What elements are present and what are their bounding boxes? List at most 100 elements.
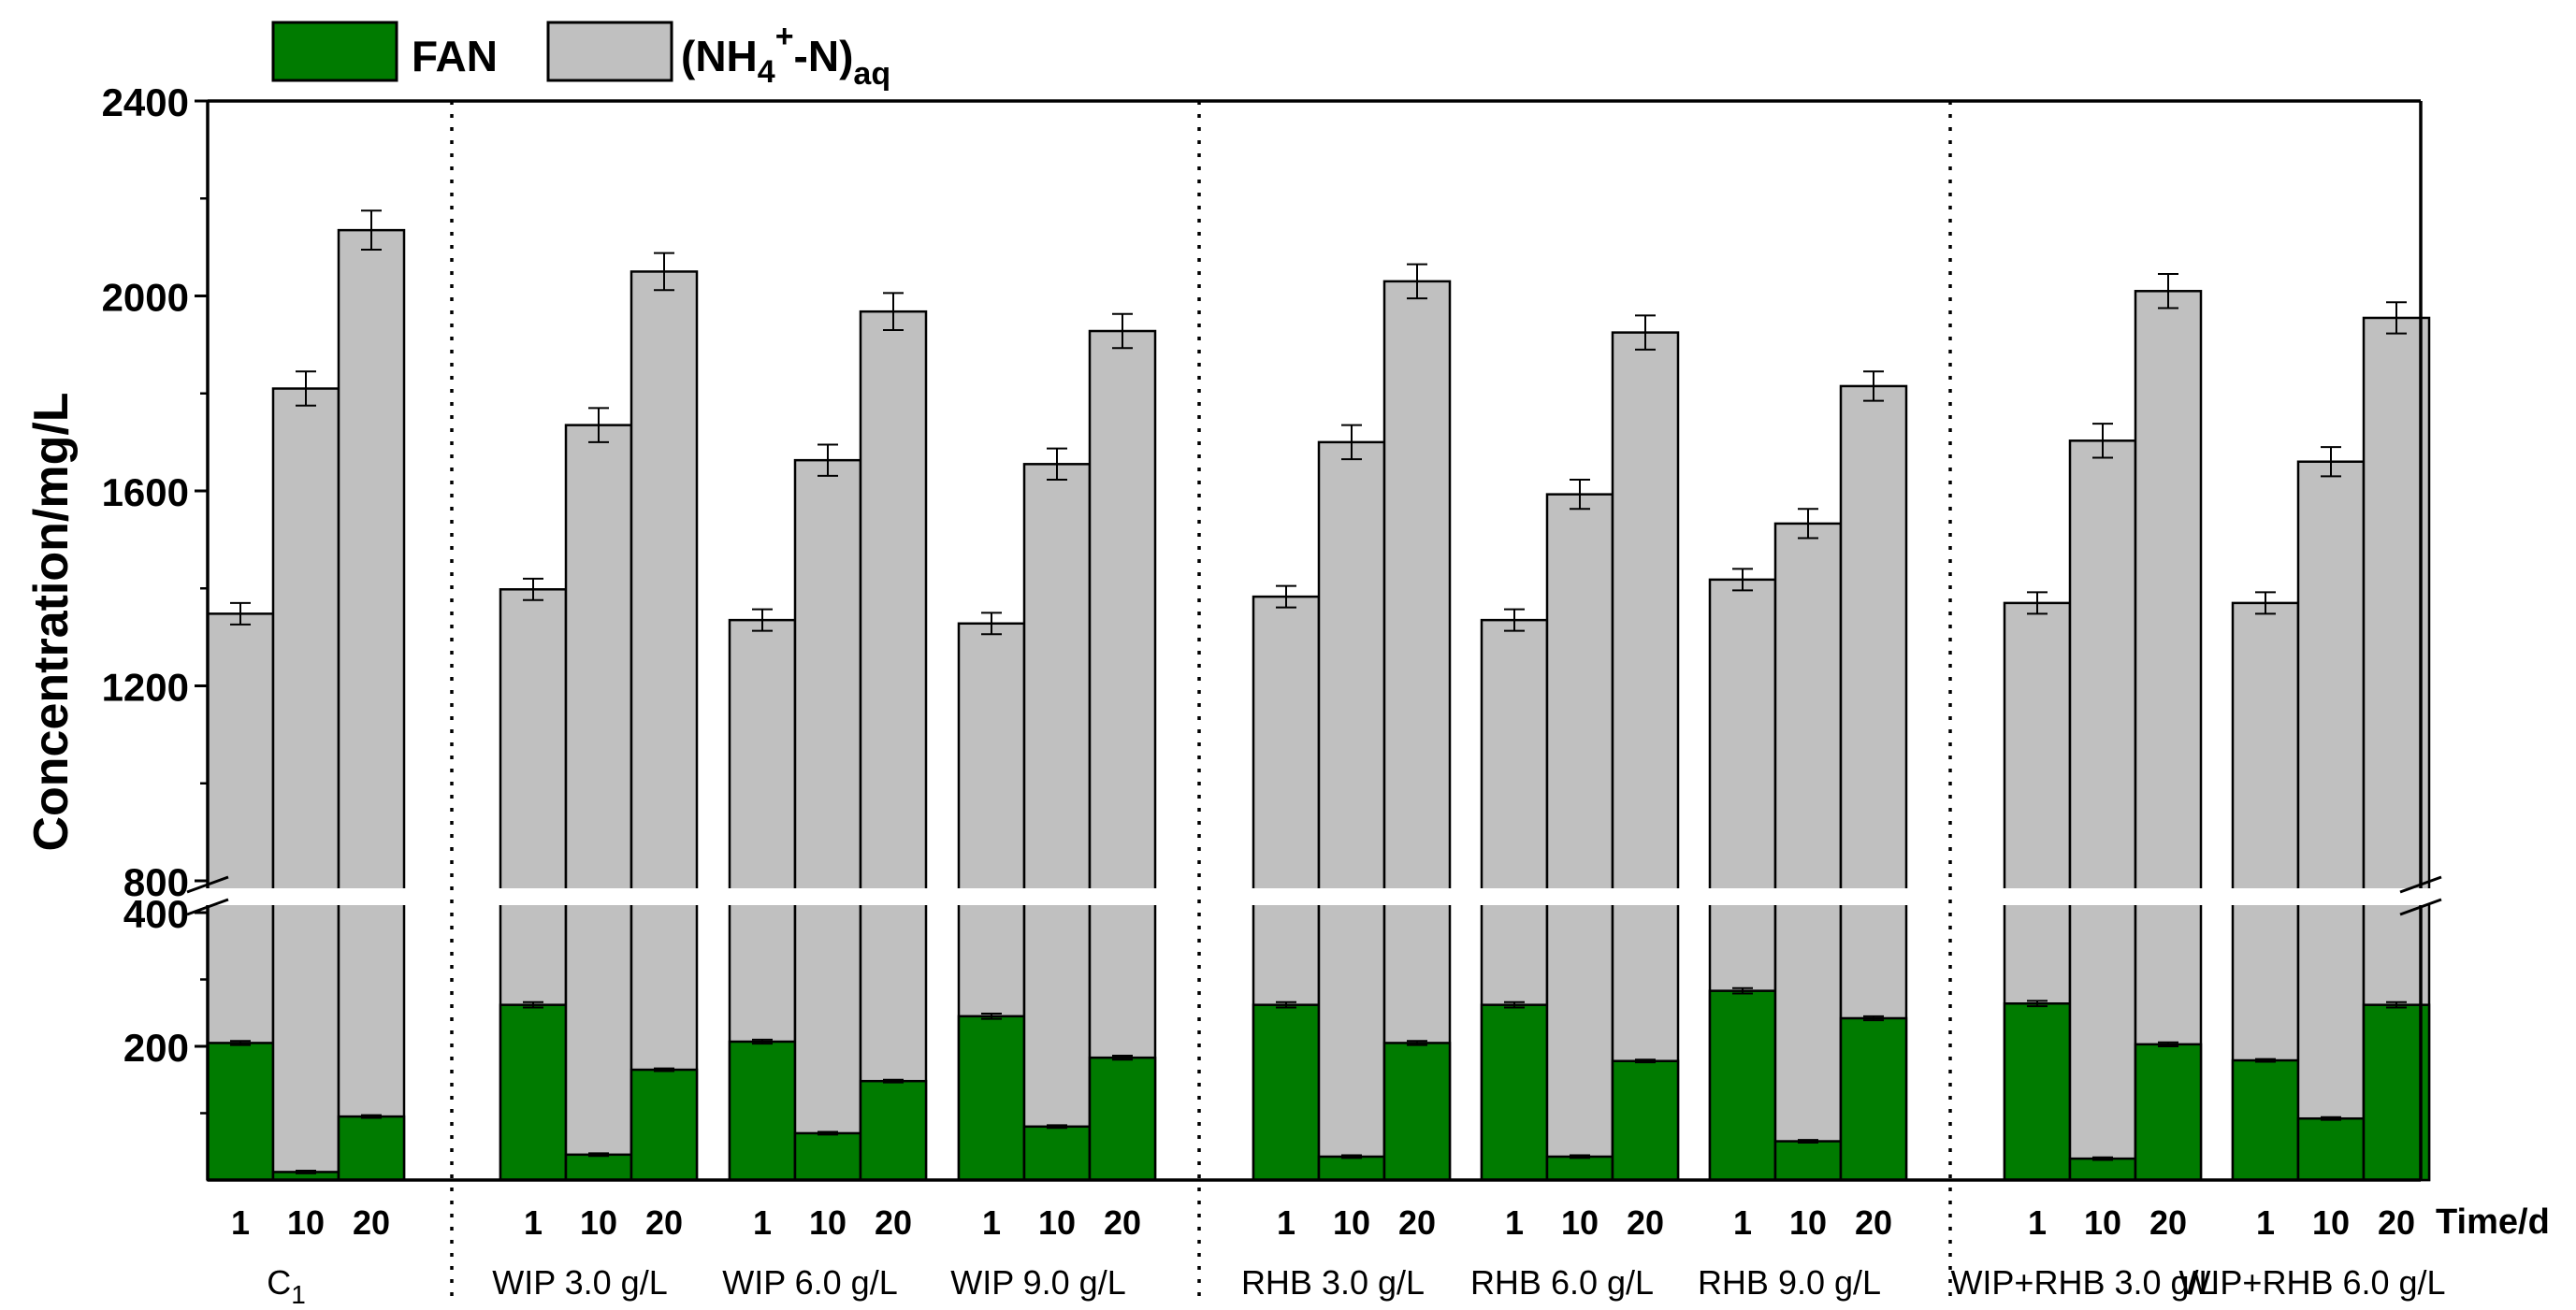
bar-total-4-2 xyxy=(1382,280,1452,1182)
y-tick-label-upper-0: 2400 xyxy=(102,80,189,124)
bar-fan-6-1 xyxy=(1773,1140,1843,1182)
bar-fan-8-1 xyxy=(2296,1116,2366,1182)
bar-fan-0-0 xyxy=(206,1042,275,1182)
time-label-0-2: 20 xyxy=(353,1203,390,1242)
bar-total-7-2 xyxy=(2134,290,2203,1182)
y-axis-title: Concentration/mg/L xyxy=(24,392,79,851)
bars-layer xyxy=(206,209,2431,1182)
legend-label-fan: FAN xyxy=(412,32,498,80)
bar-total-0-2 xyxy=(337,228,406,1182)
x-axis-title: Time/d xyxy=(2436,1202,2550,1242)
y-tick-label-upper-2: 1600 xyxy=(102,470,189,514)
bar-fan-7-1 xyxy=(2068,1157,2137,1182)
time-label-6-0: 1 xyxy=(1733,1203,1752,1242)
bar-fan-7-0 xyxy=(2003,1001,2072,1182)
bar-fan-5-0 xyxy=(1480,1003,1549,1182)
bar-total-8-1 xyxy=(2296,460,2366,1182)
group-label-main-0: C xyxy=(267,1263,291,1302)
bar-fan-4-1 xyxy=(1317,1155,1386,1182)
group-label-8: WIP+RHB 6.0 g/L xyxy=(2178,1263,2445,1302)
bar-total-5-2 xyxy=(1611,331,1680,1182)
bar-total-2-1 xyxy=(793,458,862,1182)
bar-fan-3-1 xyxy=(1022,1125,1092,1182)
bar-fan-3-2 xyxy=(1088,1056,1157,1182)
time-label-0-0: 1 xyxy=(231,1203,250,1242)
group-label-3: WIP 9.0 g/L xyxy=(950,1263,1125,1302)
bar-total-1-1 xyxy=(564,424,633,1182)
time-label-8-0: 1 xyxy=(2256,1203,2275,1242)
bar-fan-2-2 xyxy=(859,1079,928,1182)
time-label-8-1: 10 xyxy=(2312,1203,2350,1242)
group-label-0: C1 xyxy=(267,1263,306,1309)
time-label-5-0: 1 xyxy=(1505,1203,1524,1242)
bar-fan-2-0 xyxy=(728,1040,797,1182)
bar-total-7-1 xyxy=(2068,439,2137,1182)
axis-break-gap xyxy=(196,888,2432,905)
time-label-4-0: 1 xyxy=(1277,1203,1295,1242)
y-tick-label-upper-1: 2000 xyxy=(102,276,189,320)
time-label-4-2: 20 xyxy=(1398,1203,1436,1242)
bar-fan-1-1 xyxy=(564,1153,633,1182)
legend-label-ammonium: (NH4+-N)aq xyxy=(681,19,890,92)
time-label-0-1: 10 xyxy=(287,1203,325,1242)
break-mark-bottom-0 xyxy=(186,898,229,916)
bar-fan-7-2 xyxy=(2134,1043,2203,1182)
bar-fan-8-2 xyxy=(2362,1003,2431,1182)
bar-fan-5-2 xyxy=(1611,1059,1680,1182)
group-label-4: RHB 3.0 g/L xyxy=(1241,1263,1425,1302)
group-label-1: WIP 3.0 g/L xyxy=(492,1263,667,1302)
legend: FAN (NH4+-N)aq xyxy=(271,19,890,92)
bar-fan-6-2 xyxy=(1839,1016,1908,1182)
break-mark-top-0 xyxy=(186,875,229,894)
y-tick-label-lower-1: 200 xyxy=(123,1026,189,1070)
bar-total-5-1 xyxy=(1545,493,1614,1182)
time-label-6-2: 20 xyxy=(1855,1203,1892,1242)
time-label-2-1: 10 xyxy=(809,1203,847,1242)
break-mark-bottom-1 xyxy=(2399,898,2442,916)
time-label-1-0: 1 xyxy=(524,1203,543,1242)
bar-total-1-2 xyxy=(630,270,699,1182)
group-label-7: WIP+RHB 3.0 g/L xyxy=(1950,1263,2217,1302)
break-mark-top-1 xyxy=(2399,875,2442,894)
time-label-7-0: 1 xyxy=(2028,1203,2047,1242)
bar-total-3-1 xyxy=(1022,463,1092,1182)
time-label-5-2: 20 xyxy=(1627,1203,1664,1242)
time-label-3-1: 10 xyxy=(1038,1203,1076,1242)
time-label-3-2: 20 xyxy=(1104,1203,1141,1242)
legend-swatch-ammonium xyxy=(546,21,673,82)
bar-fan-1-0 xyxy=(499,1003,568,1182)
legend-swatch-fan xyxy=(271,21,398,82)
bar-total-4-1 xyxy=(1317,440,1386,1182)
y-tick-label-lower-0: 400 xyxy=(123,892,189,936)
group-label-5: RHB 6.0 g/L xyxy=(1470,1263,1654,1302)
time-label-6-1: 10 xyxy=(1789,1203,1827,1242)
bar-fan-1-2 xyxy=(630,1068,699,1182)
bar-total-2-2 xyxy=(859,310,928,1182)
time-label-1-2: 20 xyxy=(645,1203,683,1242)
bar-fan-4-0 xyxy=(1252,1003,1321,1182)
time-label-2-2: 20 xyxy=(875,1203,912,1242)
time-label-5-1: 10 xyxy=(1561,1203,1599,1242)
bar-fan-2-1 xyxy=(793,1131,862,1182)
bar-total-0-1 xyxy=(271,387,340,1182)
time-label-7-2: 20 xyxy=(2149,1203,2187,1242)
time-label-3-0: 1 xyxy=(982,1203,1001,1242)
group-label-sub-0: 1 xyxy=(291,1280,306,1309)
group-label-2: WIP 6.0 g/L xyxy=(722,1263,897,1302)
time-label-8-2: 20 xyxy=(2378,1203,2415,1242)
bar-fan-3-0 xyxy=(957,1015,1026,1182)
bar-fan-6-0 xyxy=(1708,989,1777,1182)
bar-fan-8-0 xyxy=(2231,1058,2300,1182)
y-tick-label-upper-3: 1200 xyxy=(102,666,189,710)
time-label-2-0: 1 xyxy=(753,1203,772,1242)
bar-fan-0-2 xyxy=(337,1115,406,1182)
bar-total-3-2 xyxy=(1088,329,1157,1182)
bar-fan-5-1 xyxy=(1545,1155,1614,1182)
time-label-4-1: 10 xyxy=(1333,1203,1370,1242)
bar-fan-4-2 xyxy=(1382,1042,1452,1182)
y-tick-label-upper-4: 800 xyxy=(123,860,189,904)
time-label-7-1: 10 xyxy=(2084,1203,2121,1242)
time-label-1-1: 10 xyxy=(580,1203,617,1242)
